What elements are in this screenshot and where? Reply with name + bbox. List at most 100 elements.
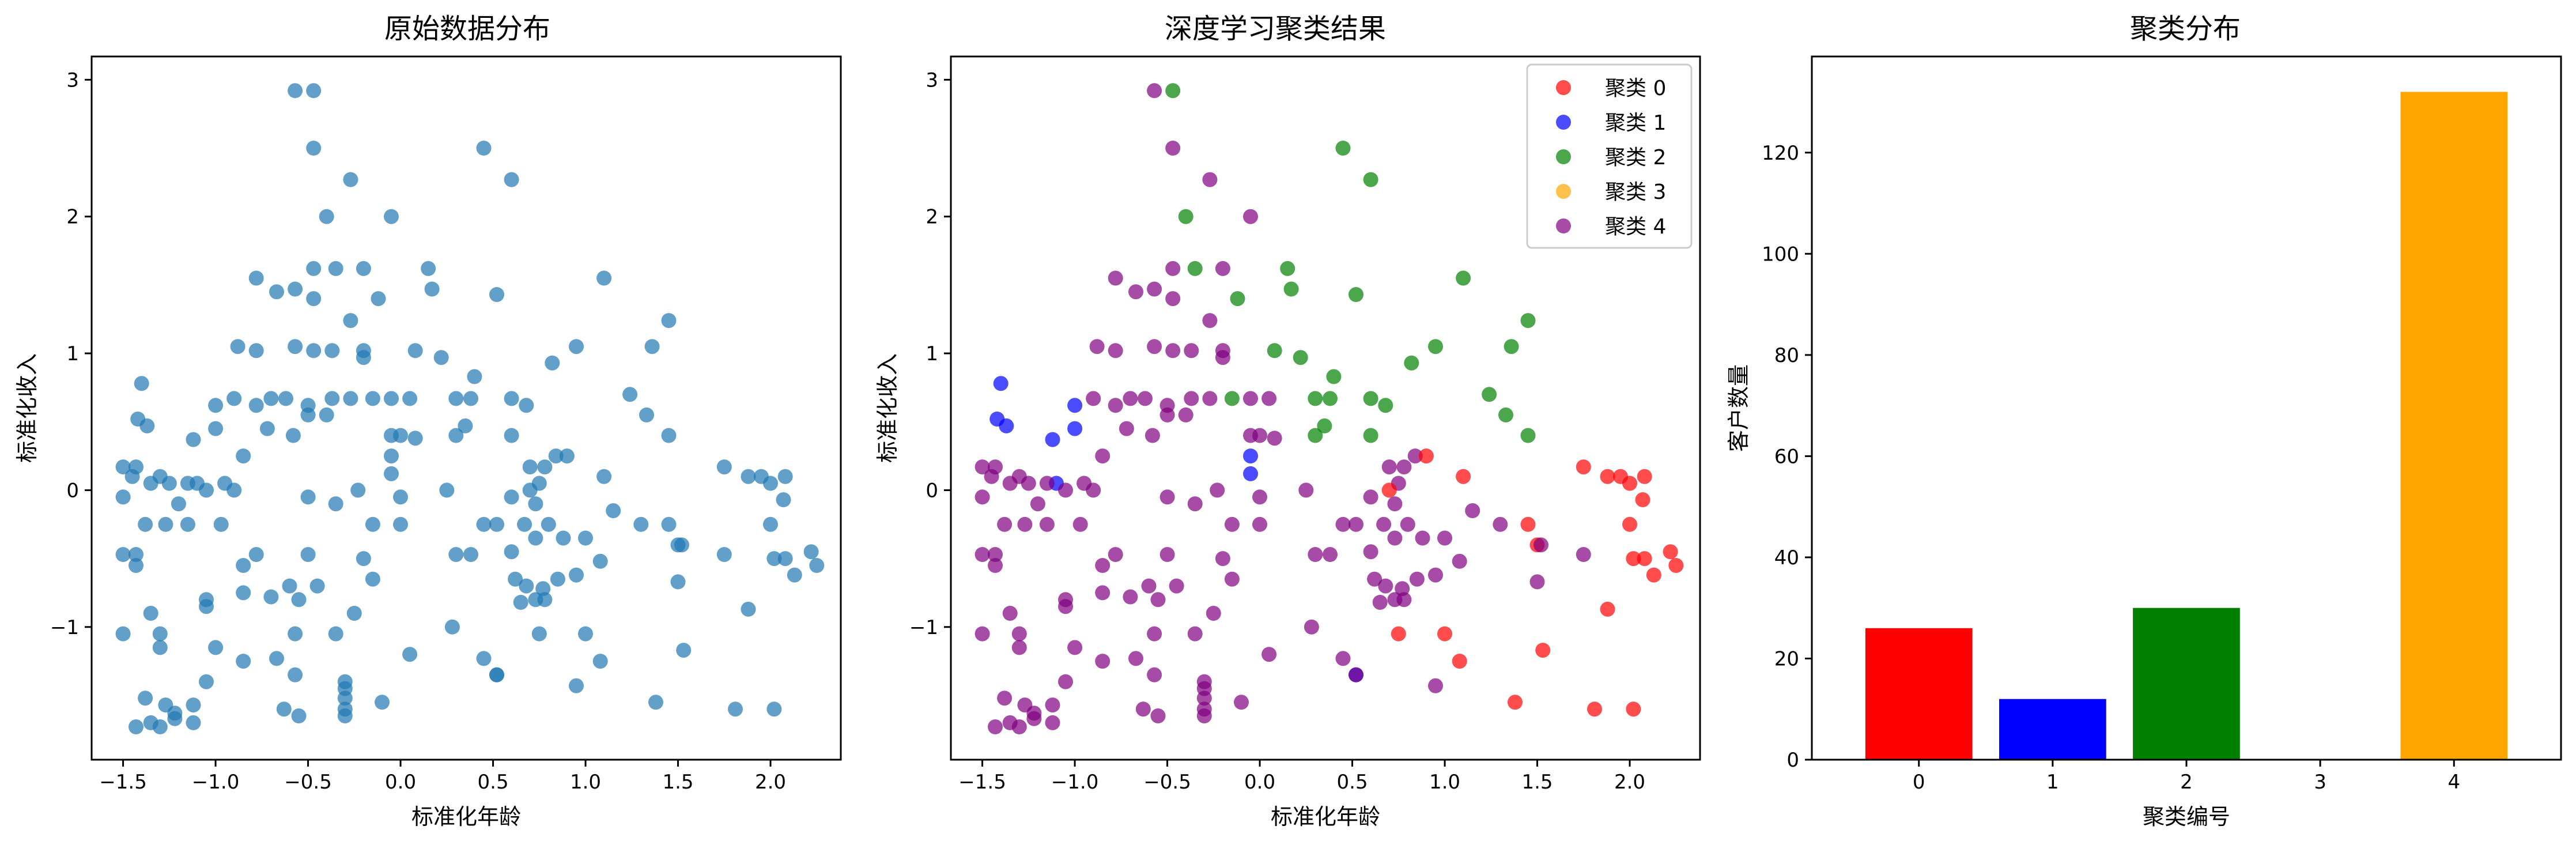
panel1-point — [661, 313, 677, 329]
panel3-ylabel: 客户数量 — [1726, 364, 1751, 452]
panel1-point — [324, 343, 340, 359]
panel2-point — [1396, 592, 1412, 608]
panel2-point — [1169, 578, 1184, 594]
panel2-point — [1128, 651, 1143, 666]
panel2-point — [1058, 599, 1073, 614]
panel2-point — [1407, 448, 1423, 464]
panel1-point — [306, 343, 322, 359]
panel1-point — [306, 261, 322, 276]
panel1-point — [476, 141, 492, 156]
panel1-point — [489, 516, 504, 532]
panel-cluster-scatter: 深度学习聚类结果 −1.5 −1.0 −0.5 0.0 0.5 1.0 1.5 2.0 −1 0 1… — [875, 13, 1701, 829]
panel1-point — [282, 578, 297, 594]
panel2-frame — [950, 55, 1701, 761]
panel1-xtick-label: 1.0 — [570, 771, 601, 794]
panel1-point — [393, 516, 408, 532]
panel1-point — [519, 578, 534, 594]
panel1-point — [504, 428, 519, 443]
panel1-point — [129, 459, 143, 475]
panel2-point — [1520, 313, 1536, 329]
panel2-point — [1108, 547, 1123, 562]
panel1-point — [328, 626, 343, 642]
panel1-point — [278, 391, 293, 406]
panel2-point — [1011, 626, 1027, 642]
panel2-point — [1349, 516, 1363, 532]
panel1-point — [248, 343, 264, 359]
panel2-point — [1058, 674, 1073, 689]
panel2-point — [1600, 469, 1615, 484]
panel1-point — [285, 428, 301, 443]
panel1-point — [208, 640, 224, 655]
panel1-point — [766, 551, 782, 567]
panel3-xlabel: 聚类编号 — [2143, 804, 2230, 829]
panel2-point — [1086, 482, 1101, 498]
panel2-point — [1165, 291, 1181, 307]
panel2-point — [1280, 261, 1295, 276]
panel2-point — [1391, 626, 1406, 642]
panel1-point — [346, 606, 362, 621]
panel1-point — [356, 261, 371, 276]
panel2-point — [1363, 428, 1378, 443]
panel1-point — [115, 547, 131, 562]
panel2-point — [1335, 651, 1351, 666]
panel2-point — [1349, 287, 1363, 302]
panel2-xtick-label: 1.0 — [1429, 771, 1460, 794]
panel1-points — [115, 83, 825, 734]
panel1-point — [152, 640, 168, 655]
panel1-point — [139, 418, 155, 433]
panel1-point — [458, 418, 473, 433]
panel2-point — [1335, 516, 1351, 532]
panel1-xtick-label: 0.5 — [478, 771, 509, 794]
panel2-point — [1165, 83, 1181, 99]
panel1-point — [508, 571, 523, 587]
panel2-point — [1304, 619, 1319, 635]
panel2-point — [1072, 516, 1088, 532]
panel2-point — [1293, 350, 1308, 365]
panel2-point — [1045, 432, 1060, 447]
panel3-frame — [1811, 55, 2562, 761]
panel2-point — [1400, 516, 1415, 532]
panel2-point — [1067, 421, 1083, 436]
panel2-point — [1184, 343, 1199, 359]
panel3-ytick-label: 120 — [1762, 142, 1799, 165]
panel2-point — [1261, 647, 1277, 662]
panel2-point — [1196, 708, 1212, 723]
panel3-ytick-label: 20 — [1774, 647, 1799, 670]
panel2-point — [1230, 291, 1245, 307]
panel1-point — [319, 407, 334, 423]
panel3-xtick-label: 0 — [1913, 771, 1925, 794]
panel1-point — [343, 313, 358, 329]
panel1-point — [444, 619, 460, 635]
panel1-point — [115, 489, 131, 505]
panel2-point — [1626, 701, 1641, 717]
panel2-point — [1030, 496, 1045, 512]
panel3-xtick-label: 1 — [2046, 771, 2059, 794]
panel2-point — [1243, 466, 1258, 481]
panel1-point — [519, 398, 534, 413]
panel2-point — [1456, 469, 1471, 484]
legend-label: 聚类 3 — [1605, 180, 1666, 204]
panel1-point — [407, 343, 423, 359]
panel2-point — [1141, 578, 1157, 594]
panel1-point — [596, 270, 612, 286]
panel2-point — [988, 459, 1003, 475]
panel2-point — [1367, 571, 1383, 587]
panel1-point — [365, 571, 380, 587]
panel1-xtick-label: −1.0 — [192, 771, 240, 794]
panel2-points — [975, 83, 1684, 734]
panel1-ticks: −1.5 −1.0 −0.5 0.0 0.5 1.0 1.5 2.0 −1 0 1 2 3 — [50, 69, 786, 794]
panel1-point — [276, 701, 292, 717]
panel2-point — [1224, 571, 1240, 587]
panel2-point — [1187, 261, 1203, 276]
panel2-point — [1159, 489, 1175, 505]
panel2-point — [1626, 551, 1641, 567]
panel1-point — [236, 654, 251, 669]
panel1-point — [424, 281, 440, 297]
panel1-point — [350, 482, 366, 498]
panel1-point — [138, 691, 153, 706]
panel1-point — [537, 459, 553, 475]
panel3-ytick-label: 80 — [1774, 344, 1799, 367]
panel2-point — [1308, 428, 1323, 443]
panel2-point — [1335, 141, 1351, 156]
panel1-point — [559, 448, 575, 464]
